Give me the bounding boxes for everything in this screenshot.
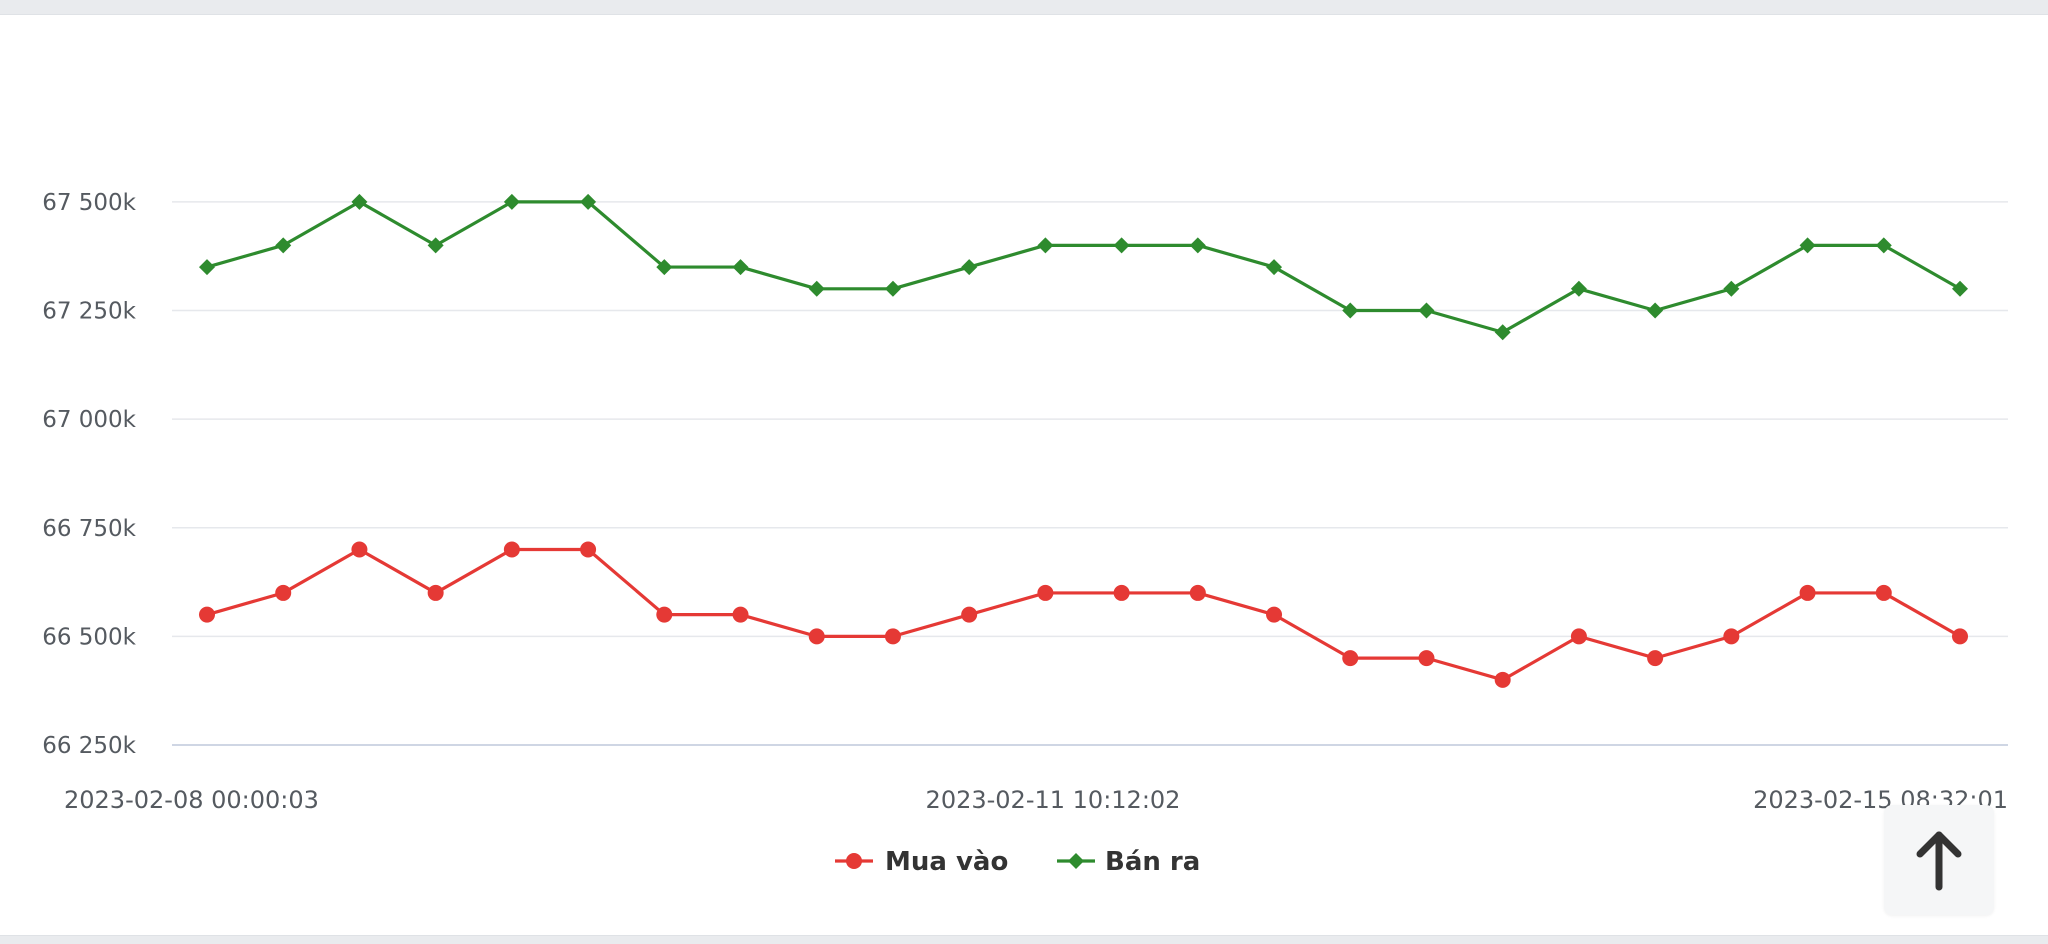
data-point[interactable] xyxy=(1266,606,1283,623)
data-point[interactable] xyxy=(1418,650,1435,667)
data-point[interactable] xyxy=(1647,650,1664,667)
series-line xyxy=(206,547,1961,682)
data-point[interactable] xyxy=(1952,280,1968,297)
data-point[interactable] xyxy=(1342,302,1359,319)
scroll-to-top-button[interactable] xyxy=(1884,805,1994,915)
data-point[interactable] xyxy=(1342,650,1359,667)
y-axis-ticks: 66 250k 66 500k 66 750k 67 000k 67 250k 67 50… xyxy=(42,190,136,759)
data-point[interactable] xyxy=(732,259,749,276)
arrow-up-icon xyxy=(1916,831,1962,891)
data-point[interactable] xyxy=(1723,280,1740,297)
legend-label: Mua vào xyxy=(885,847,1008,877)
data-point[interactable] xyxy=(1494,671,1511,688)
data-point[interactable] xyxy=(961,259,978,276)
data-point[interactable] xyxy=(1418,302,1435,319)
y-tick-label: 67 000k xyxy=(42,407,136,433)
data-point[interactable] xyxy=(1570,280,1587,297)
data-point[interactable] xyxy=(351,193,368,210)
data-point[interactable] xyxy=(1570,628,1587,645)
data-point[interactable] xyxy=(1494,324,1511,341)
data-point[interactable] xyxy=(732,606,749,623)
data-point[interactable] xyxy=(503,541,520,558)
legend-marker xyxy=(1068,853,1084,869)
data-point[interactable] xyxy=(1875,237,1892,254)
data-point[interactable] xyxy=(808,628,825,645)
data-point[interactable] xyxy=(1189,237,1206,254)
y-tick-label: 67 250k xyxy=(42,299,136,325)
data-point[interactable] xyxy=(1037,237,1054,254)
series-line xyxy=(206,200,1961,334)
data-point[interactable] xyxy=(1647,302,1664,319)
data-point[interactable] xyxy=(351,541,368,558)
data-point[interactable] xyxy=(1875,584,1892,601)
data-point[interactable] xyxy=(884,280,901,297)
data-point[interactable] xyxy=(427,237,444,254)
data-point[interactable] xyxy=(503,193,520,210)
series-ban-ra xyxy=(199,193,1968,341)
x-tick-label: 2023-02-08 00:00:03 xyxy=(64,786,319,814)
legend: Mua vào Bán ra xyxy=(835,847,1200,877)
data-point[interactable] xyxy=(656,259,673,276)
data-point[interactable] xyxy=(199,259,215,276)
data-point[interactable] xyxy=(275,237,292,254)
data-point[interactable] xyxy=(961,606,978,623)
data-point[interactable] xyxy=(1113,237,1130,254)
data-point[interactable] xyxy=(1189,584,1206,601)
y-tick-label: 66 750k xyxy=(42,516,136,542)
grid-lines xyxy=(172,201,2008,746)
legend-item-mua-vao[interactable]: Mua vào xyxy=(835,847,1008,877)
line-chart: 66 250k 66 500k 66 750k 67 000k 67 250k 67 50… xyxy=(42,190,2008,877)
data-point[interactable] xyxy=(1113,584,1130,601)
x-axis-ticks: 2023-02-08 00:00:03 2023-02-11 10:12:02 20… xyxy=(64,786,2008,814)
data-point[interactable] xyxy=(1037,584,1054,601)
legend-item-ban-ra[interactable]: Bán ra xyxy=(1057,847,1200,877)
y-tick-label: 66 250k xyxy=(42,733,136,759)
y-tick-label: 66 500k xyxy=(42,624,136,650)
data-point[interactable] xyxy=(1799,584,1816,601)
chart-card: 66 250k 66 500k 66 750k 67 000k 67 250k 67 50… xyxy=(0,14,2048,936)
series-group xyxy=(199,193,1968,688)
data-point[interactable] xyxy=(1952,628,1968,645)
data-point[interactable] xyxy=(1723,628,1740,645)
legend-marker xyxy=(846,853,862,869)
data-point[interactable] xyxy=(884,628,901,645)
data-point[interactable] xyxy=(1266,259,1283,276)
data-point[interactable] xyxy=(656,606,673,623)
series-mua-vao xyxy=(199,541,1968,688)
data-point[interactable] xyxy=(580,541,597,558)
y-tick-label: 67 500k xyxy=(42,190,136,216)
data-point[interactable] xyxy=(275,584,292,601)
data-point[interactable] xyxy=(808,280,825,297)
data-point[interactable] xyxy=(1799,237,1816,254)
x-tick-label: 2023-02-11 10:12:02 xyxy=(926,786,1181,814)
data-point[interactable] xyxy=(427,584,444,601)
data-point[interactable] xyxy=(580,193,597,210)
legend-label: Bán ra xyxy=(1105,847,1200,877)
data-point[interactable] xyxy=(199,606,215,623)
